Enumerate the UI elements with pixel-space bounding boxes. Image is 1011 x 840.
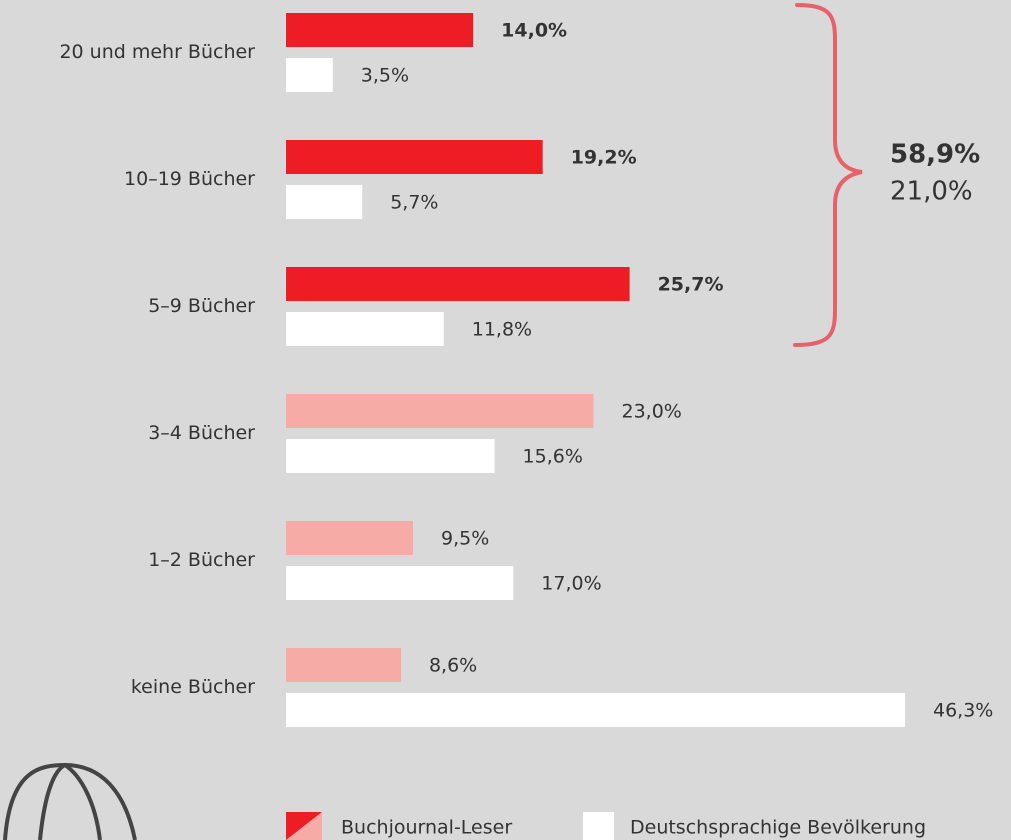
bar [286,693,905,727]
category-label: 1–2 Bücher [148,549,255,571]
value-label: 3,5% [361,65,409,87]
globe-icon [3,762,137,840]
category-label: 10–19 Bücher [124,168,255,190]
value-label: 15,6% [523,446,583,468]
bar [286,521,414,555]
value-label: 11,8% [472,319,532,341]
bracket-label: 58,9% [890,140,980,170]
bar [286,58,333,92]
legend-label: Deutschsprachige Bevölkerung [630,817,926,839]
value-label: 5,7% [390,192,438,214]
category-label: 20 und mehr Bücher [59,41,255,63]
bar [286,312,444,346]
category-label: 5–9 Bücher [148,295,255,317]
bar [286,566,514,600]
value-label: 14,0% [501,20,567,42]
value-label: 46,3% [933,700,993,722]
bar [286,648,401,682]
bracket-label: 21,0% [890,177,973,207]
legend-label: Buchjournal-Leser [341,817,512,839]
legend-swatch [583,812,614,840]
value-label: 9,5% [441,528,489,550]
value-label: 19,2% [571,147,637,169]
bar [286,394,594,428]
bar [286,13,474,47]
value-label: 25,7% [658,274,724,296]
brace [793,3,863,347]
value-label: 8,6% [429,655,477,677]
value-label: 17,0% [541,573,601,595]
legend-swatch [286,812,322,840]
bar [286,267,630,301]
value-label: 23,0% [621,401,681,423]
category-label: 3–4 Bücher [148,422,255,444]
bar [286,439,495,473]
category-label: keine Bücher [131,676,255,698]
bar [286,140,543,174]
bar [286,185,363,219]
